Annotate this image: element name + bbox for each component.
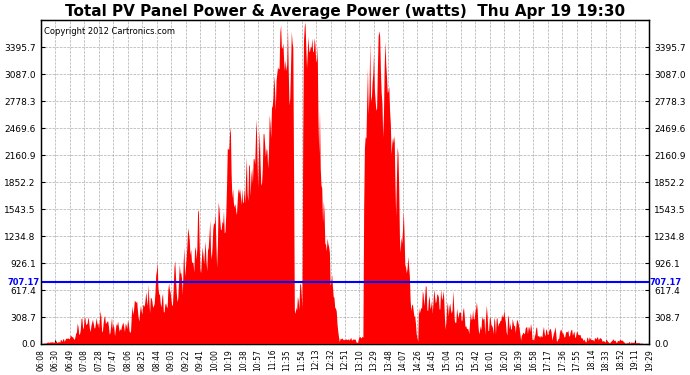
Text: 707.17: 707.17: [650, 278, 682, 287]
Title: Total PV Panel Power & Average Power (watts)  Thu Apr 19 19:30: Total PV Panel Power & Average Power (wa…: [65, 4, 625, 19]
Text: 707.17: 707.17: [8, 278, 40, 287]
Text: Copyright 2012 Cartronics.com: Copyright 2012 Cartronics.com: [43, 27, 175, 36]
